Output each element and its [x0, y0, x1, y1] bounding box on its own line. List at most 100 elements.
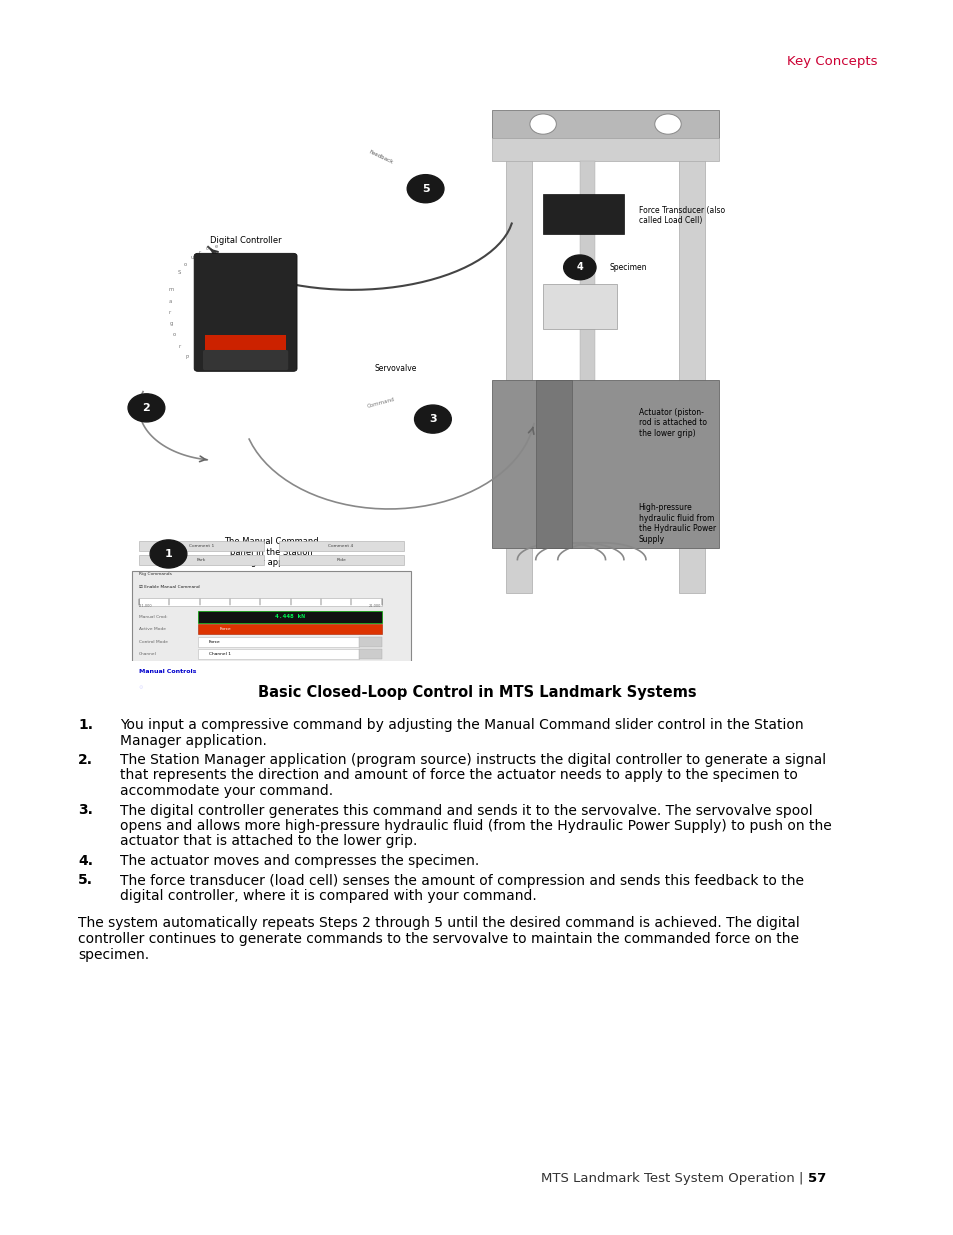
Bar: [139, 555, 264, 566]
Text: Park: Park: [196, 558, 206, 562]
Text: Key Concepts: Key Concepts: [786, 56, 877, 68]
Bar: [536, 380, 572, 548]
FancyBboxPatch shape: [203, 350, 288, 370]
Text: o: o: [184, 262, 187, 267]
Text: X: X: [399, 685, 403, 690]
Bar: [132, 680, 150, 694]
Text: The Manual Command
panel in the Station
Manager application: The Manual Command panel in the Station …: [224, 537, 318, 567]
Text: Control Mode: Control Mode: [139, 640, 168, 643]
Text: ⚙: ⚙: [138, 685, 143, 690]
Text: High-pressure
hydraulic fluid from
the Hydraulic Power
Supply: High-pressure hydraulic fluid from the H…: [638, 504, 715, 543]
Text: specimen.: specimen.: [78, 947, 149, 962]
Text: ☑ Enable Manual Command: ☑ Enable Manual Command: [139, 584, 199, 589]
Bar: [679, 110, 704, 593]
Text: Basic Closed-Loop Control in MTS Landmark Systems: Basic Closed-Loop Control in MTS Landmar…: [257, 685, 696, 700]
Text: 5: 5: [421, 184, 429, 194]
Bar: [139, 541, 264, 551]
Text: 5.: 5.: [78, 873, 92, 888]
Bar: [132, 680, 411, 694]
Text: Servovalve: Servovalve: [374, 364, 416, 373]
Bar: [579, 161, 594, 442]
Text: Ride: Ride: [335, 558, 346, 562]
Text: Force: Force: [209, 640, 220, 643]
Text: o: o: [172, 332, 175, 337]
Text: S: S: [177, 270, 181, 275]
Text: 21,000: 21,000: [369, 604, 381, 609]
Circle shape: [529, 114, 556, 135]
Text: Feedback: Feedback: [368, 149, 395, 165]
Text: 57: 57: [807, 1172, 825, 1186]
Text: P: P: [185, 354, 188, 359]
Text: Digital Controller: Digital Controller: [210, 236, 281, 245]
Bar: [491, 138, 719, 161]
Text: The force transducer (load cell) senses the amount of compression and sends this: The force transducer (load cell) senses …: [120, 873, 803, 888]
Bar: [278, 555, 403, 566]
Text: Rig Commands: Rig Commands: [139, 572, 172, 577]
Text: actuator that is attached to the lower grip.: actuator that is attached to the lower g…: [120, 835, 417, 848]
Bar: [506, 110, 532, 593]
Text: 4.448 kN: 4.448 kN: [274, 614, 304, 620]
Bar: [132, 571, 411, 694]
Bar: [197, 648, 359, 659]
Circle shape: [654, 114, 680, 135]
Text: Comment 1: Comment 1: [189, 545, 213, 548]
Text: Manual Cmd:: Manual Cmd:: [139, 615, 168, 619]
Text: Channel: Channel: [139, 652, 157, 656]
Text: 2: 2: [142, 403, 151, 412]
Text: 3: 3: [429, 414, 436, 424]
Bar: [359, 636, 381, 647]
Text: Manual Comman...: Manual Comman...: [161, 685, 207, 690]
Text: u: u: [190, 256, 193, 261]
Bar: [392, 680, 411, 694]
Text: Force Transducer (also
called Load Cell): Force Transducer (also called Load Cell): [638, 205, 724, 225]
Text: Actuator (piston-
rod is attached to
the lower grip): Actuator (piston- rod is attached to the…: [638, 408, 706, 437]
Text: digital controller, where it is compared with your command.: digital controller, where it is compared…: [120, 889, 537, 903]
Text: 2.: 2.: [78, 753, 92, 767]
Text: 4: 4: [576, 262, 582, 273]
Text: controller continues to generate commands to the servovalve to maintain the comm: controller continues to generate command…: [78, 932, 799, 946]
Bar: [491, 110, 719, 138]
Text: The digital controller generates this command and sends it to the servovalve. Th: The digital controller generates this co…: [120, 804, 812, 818]
Text: m: m: [169, 288, 173, 293]
Bar: [359, 648, 381, 659]
Circle shape: [415, 405, 451, 433]
Text: a: a: [168, 299, 172, 304]
Bar: [197, 611, 381, 624]
Bar: [139, 598, 381, 605]
Text: opens and allows more high-pressure hydraulic fluid (from the Hydraulic Power Su: opens and allows more high-pressure hydr…: [120, 819, 831, 832]
Text: The actuator moves and compresses the specimen.: The actuator moves and compresses the sp…: [120, 853, 478, 868]
Text: Active Mode: Active Mode: [139, 627, 166, 631]
Text: The Station Manager application (program source) instructs the digital controlle: The Station Manager application (program…: [120, 753, 825, 767]
Bar: [197, 636, 359, 647]
Text: You input a compressive command by adjusting the Manual Command slider control i: You input a compressive command by adjus…: [120, 718, 802, 732]
FancyBboxPatch shape: [194, 253, 296, 372]
Text: c: c: [206, 246, 209, 251]
Text: r: r: [178, 343, 180, 348]
Text: Comment 4: Comment 4: [328, 545, 354, 548]
Text: The system automatically repeats Steps 2 through 5 until the desired command is : The system automatically repeats Steps 2…: [78, 916, 799, 930]
Bar: [205, 335, 286, 352]
Text: accommodate your command.: accommodate your command.: [120, 784, 333, 798]
Text: Channel 1: Channel 1: [209, 652, 231, 656]
Text: Force: Force: [219, 627, 232, 631]
Text: Specimen: Specimen: [609, 263, 646, 272]
Text: g: g: [170, 321, 172, 326]
Text: Manual Controls: Manual Controls: [139, 669, 196, 674]
Text: 4.: 4.: [78, 853, 92, 868]
Text: -21,000: -21,000: [139, 604, 152, 609]
Text: r: r: [169, 310, 171, 315]
Text: that represents the direction and amount of force the actuator needs to apply to: that represents the direction and amount…: [120, 768, 797, 783]
Bar: [542, 284, 616, 330]
Text: 1: 1: [165, 550, 172, 559]
Bar: [542, 194, 623, 233]
Text: MTS Landmark Test System Operation |: MTS Landmark Test System Operation |: [540, 1172, 807, 1186]
Text: e: e: [214, 243, 217, 248]
Circle shape: [128, 394, 165, 422]
Text: 1.: 1.: [78, 718, 92, 732]
Bar: [491, 380, 719, 548]
Bar: [197, 624, 381, 635]
Bar: [278, 541, 403, 551]
Circle shape: [150, 540, 187, 568]
Circle shape: [563, 254, 596, 280]
Text: Command: Command: [367, 396, 395, 409]
